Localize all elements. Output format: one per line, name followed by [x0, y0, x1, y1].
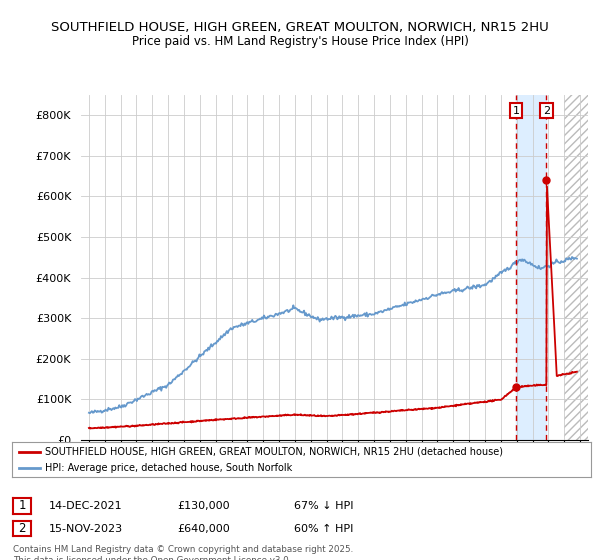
Text: 1: 1 — [512, 106, 520, 116]
Text: 1: 1 — [19, 500, 26, 512]
Text: £640,000: £640,000 — [177, 524, 230, 534]
Text: HPI: Average price, detached house, South Norfolk: HPI: Average price, detached house, Sout… — [45, 463, 292, 473]
Bar — [516, 95, 547, 440]
Text: SOUTHFIELD HOUSE, HIGH GREEN, GREAT MOULTON, NORWICH, NR15 2HU: SOUTHFIELD HOUSE, HIGH GREEN, GREAT MOUL… — [51, 21, 549, 34]
Text: 14-DEC-2021: 14-DEC-2021 — [49, 501, 123, 511]
Text: £130,000: £130,000 — [177, 501, 230, 511]
Text: 15-NOV-2023: 15-NOV-2023 — [49, 524, 124, 534]
Text: Price paid vs. HM Land Registry's House Price Index (HPI): Price paid vs. HM Land Registry's House … — [131, 35, 469, 48]
Bar — [564, 95, 588, 440]
Text: 60% ↑ HPI: 60% ↑ HPI — [294, 524, 353, 534]
Bar — [564, 95, 588, 440]
Text: SOUTHFIELD HOUSE, HIGH GREEN, GREAT MOULTON, NORWICH, NR15 2HU (detached house): SOUTHFIELD HOUSE, HIGH GREEN, GREAT MOUL… — [45, 447, 503, 457]
Text: 67% ↓ HPI: 67% ↓ HPI — [294, 501, 353, 511]
Text: Contains HM Land Registry data © Crown copyright and database right 2025.
This d: Contains HM Land Registry data © Crown c… — [13, 545, 353, 560]
Text: 2: 2 — [543, 106, 550, 116]
Text: 2: 2 — [19, 522, 26, 535]
